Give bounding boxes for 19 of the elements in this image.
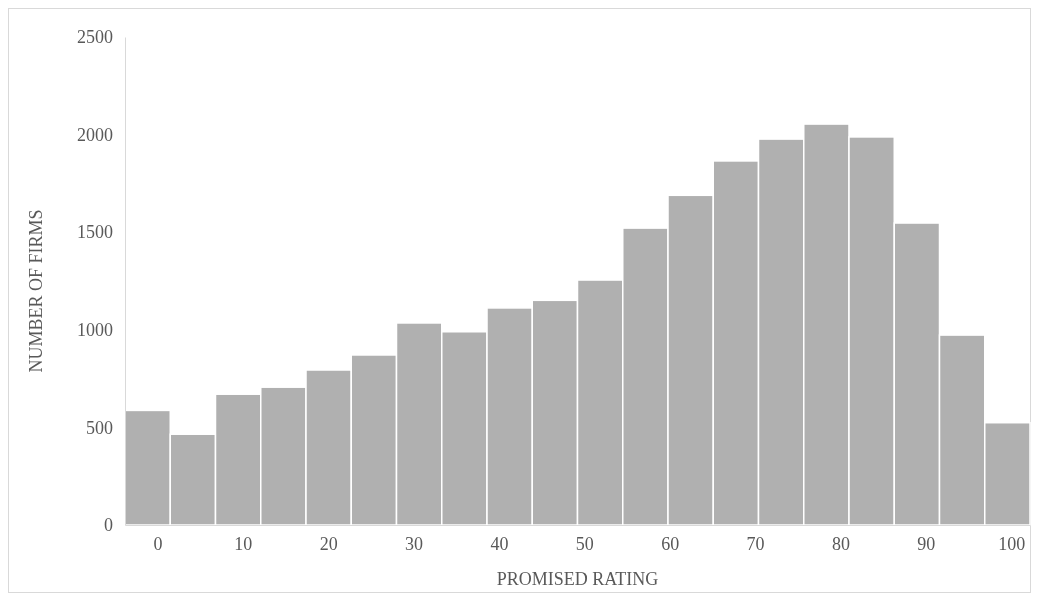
y-tick-label: 2000 [77,124,113,145]
x-axis-title: PROMISED RATING [496,569,659,589]
y-tick-label: 2500 [77,27,113,48]
x-tick-label: 80 [831,533,850,554]
x-tick-label: 30 [405,533,424,554]
x-tick-label: 60 [661,533,680,554]
y-axis-title: NUMBER OF FIRMS [26,209,46,373]
x-tick-label: 20 [319,533,338,554]
x-tick-label: 10 [234,533,253,554]
x-tick-label: 50 [575,533,594,554]
y-tick-label: 1000 [77,320,113,341]
x-tick-label: 0 [153,533,163,554]
x-tick-label: 70 [746,533,765,554]
x-tick-label: 100 [998,533,1026,554]
y-tick-label: 1500 [77,222,113,243]
x-tick-label: 40 [490,533,509,554]
y-tick-label: 500 [86,417,113,438]
y-tick-label: 0 [104,515,113,536]
x-tick-label: 90 [917,533,936,554]
